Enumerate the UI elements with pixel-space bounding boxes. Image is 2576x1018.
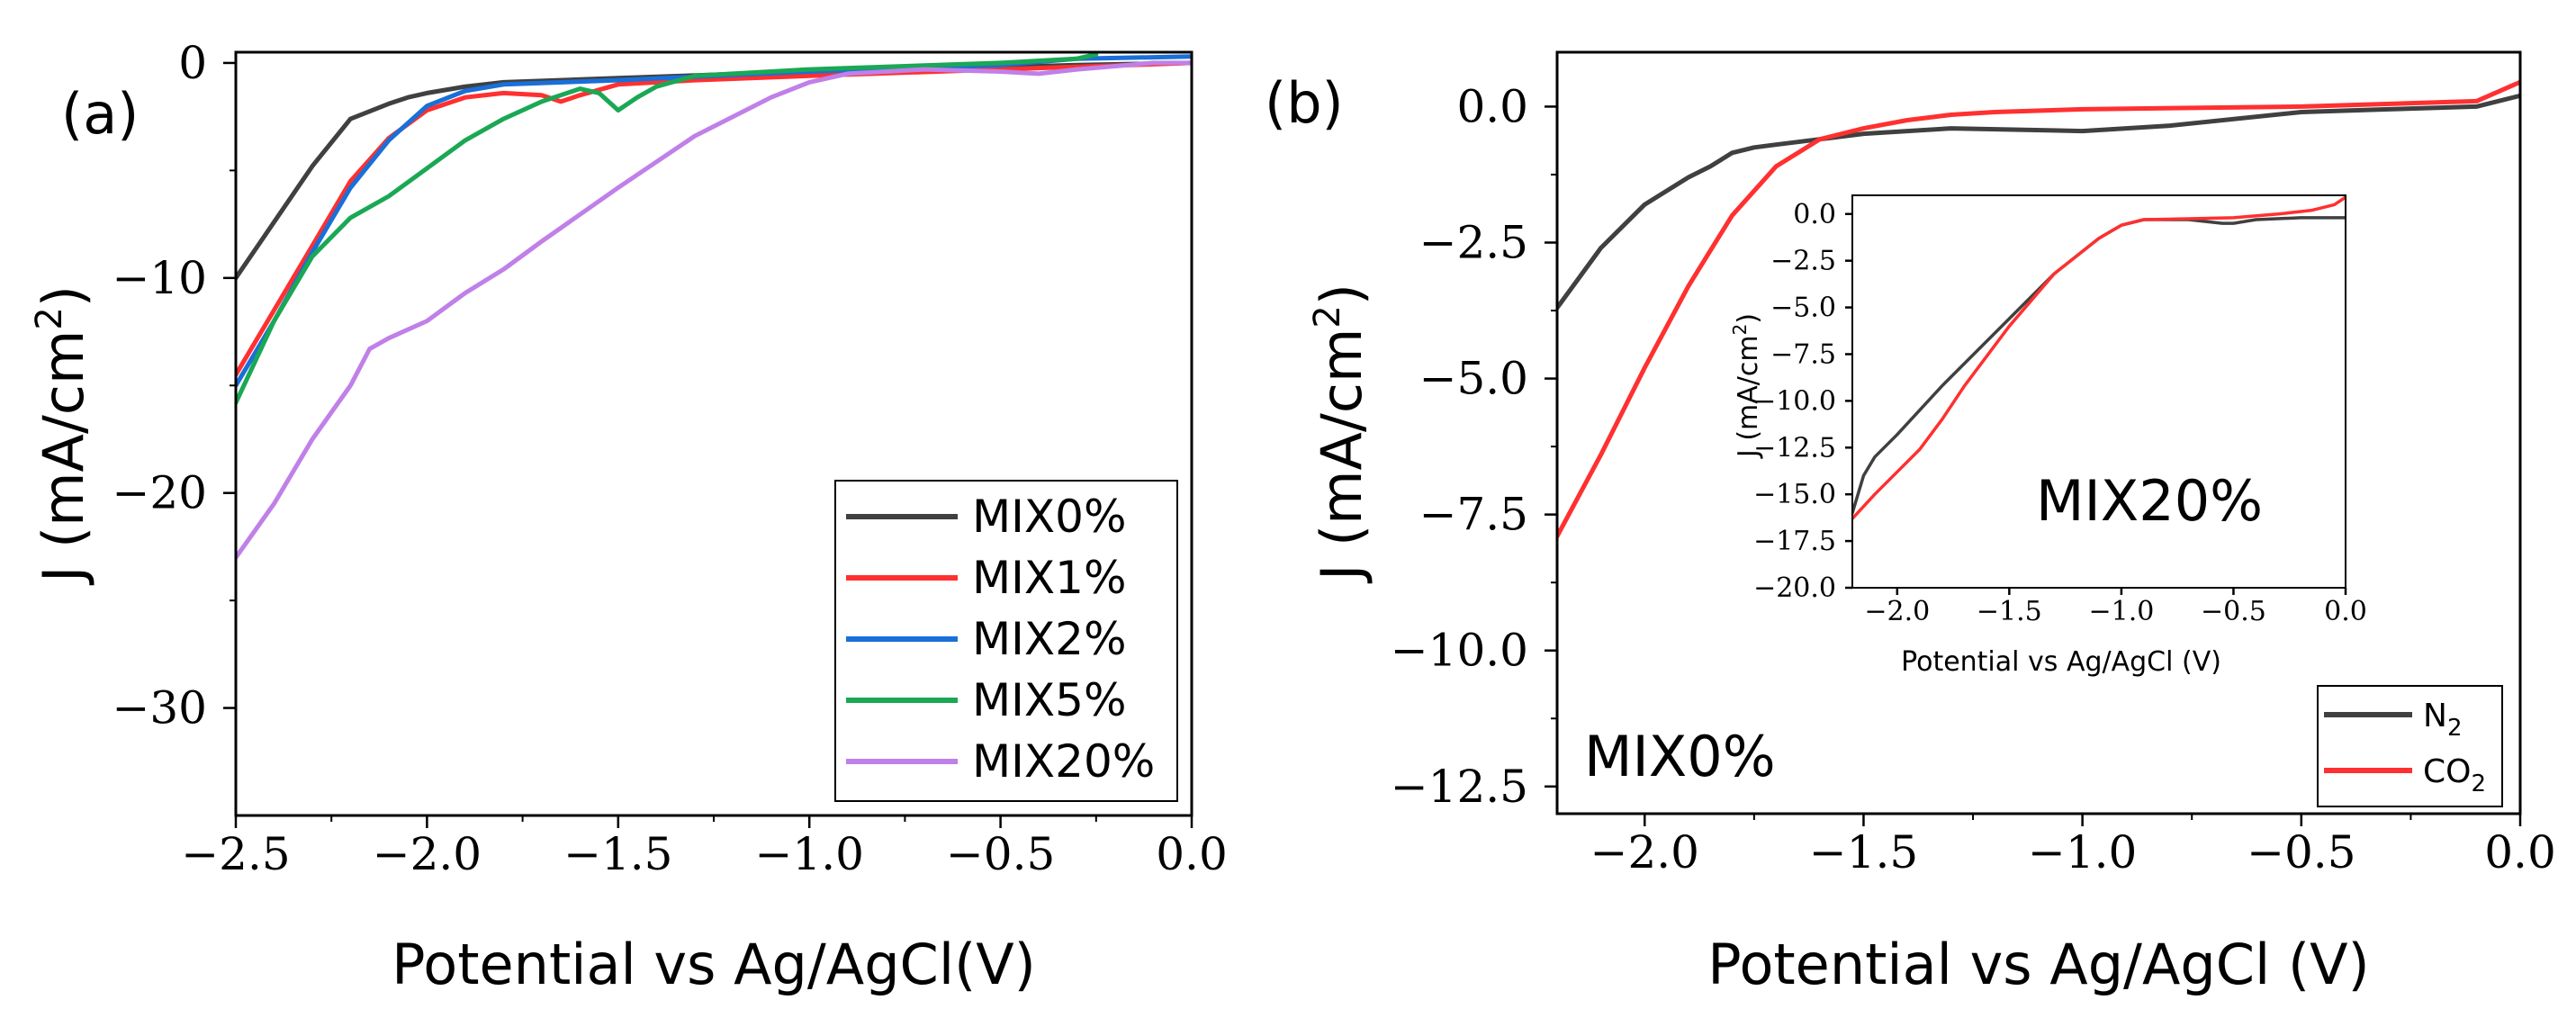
- b-y-tick-label: 0.0: [1456, 80, 1528, 132]
- b-x-tick-label: −1.0: [2028, 826, 2137, 878]
- panel-a-y-axis-label: J (mA/cm2): [29, 285, 96, 586]
- inset-frame: [1851, 194, 2346, 589]
- c-y-tick-label: 0.0: [1793, 199, 1836, 230]
- panel-a: (a) −2.5 −2.0 −1.5 −1.0 −0.5 0.0 0 −10 −20 −30 P…: [29, 37, 1228, 997]
- panel-a-legend-label: MIX20%: [972, 735, 1155, 788]
- panel-b-x-ticks: −2.0 −1.5 −1.0 −0.5 0.0: [1590, 814, 2556, 878]
- a-x-tick-label: 0.0: [1156, 828, 1228, 880]
- c-x-tick-label: −0.5: [2201, 596, 2266, 627]
- inset-background: [1852, 195, 2346, 588]
- panel-b-series: [1557, 79, 2520, 539]
- c-y-tick-label: −5.0: [1770, 293, 1836, 324]
- c-y-tick-label: −12.5: [1753, 432, 1836, 464]
- panel-a-y-ticks: 0 −10 −20 −30: [112, 37, 236, 734]
- b-series-line-1: [1557, 79, 2520, 539]
- a-series-line-3: [236, 52, 1099, 405]
- a-series-line-0: [236, 60, 1192, 281]
- inset-series: [1852, 195, 2346, 520]
- a-x-tick-label: −2.5: [181, 828, 290, 880]
- inset-x-axis-label: Potential vs Ag/AgCl (V): [1901, 646, 2221, 678]
- panel-b: (b) −2.0 −1.5 −1.0 −0.5 0.0 0.0−2.5−5.0−7.5−…: [1265, 50, 2556, 997]
- c-y-tick-label: −15.0: [1753, 479, 1836, 510]
- panel-b-legend-box: [2317, 685, 2503, 807]
- inset-x-ticks: −2.0 −1.5 −1.0 −0.5 0.0: [1864, 588, 2367, 627]
- c-x-tick-label: −1.5: [1977, 596, 2042, 627]
- a-y-tick-label: 0: [178, 37, 207, 89]
- c-y-tick-label: −17.5: [1753, 526, 1836, 557]
- panel-b-y-axis-label: J (mA/cm2): [1307, 284, 1374, 584]
- panel-b-frame: [1555, 50, 2522, 815]
- b-y-tick-label: −2.5: [1419, 217, 1528, 269]
- panel-b-inset: −2.0 −1.5 −1.0 −0.5 0.0 0.0 −2.5 −5.0 −7.5 −10.0…: [1729, 194, 2367, 678]
- panel-a-legend-label: MIX2%: [972, 613, 1126, 665]
- panel-b-x-axis-label: Potential vs Ag/AgCl (V): [1707, 932, 2369, 997]
- panel-b-annotation: MIX0%: [1584, 724, 1776, 789]
- panel-b-y-ticks: 0.0 −2.5 −5.0 −7.5 −10.0 −12.5: [1391, 80, 1557, 813]
- panel-a-legend-label: MIX1%: [972, 552, 1126, 604]
- panel-a-legend-label: MIX0%: [972, 491, 1126, 543]
- a-x-tick-label: −1.5: [563, 828, 672, 880]
- c-x-tick-label: −1.0: [2088, 596, 2154, 627]
- inset-annotation: MIX20%: [2036, 468, 2263, 534]
- c-x-tick-label: 0.0: [2324, 596, 2367, 627]
- a-x-tick-label: −1.0: [754, 828, 863, 880]
- c-x-tick-label: −2.0: [1864, 596, 1930, 627]
- panel-b-label: (b): [1265, 70, 1344, 136]
- panel-a-label: (a): [61, 81, 139, 147]
- a-series-line-4: [236, 60, 1192, 560]
- a-series-line-1: [236, 60, 1192, 377]
- c-y-tick-label: −10.0: [1753, 385, 1836, 417]
- b-y-tick-label: −7.5: [1419, 489, 1528, 541]
- c-y-tick-label: −20.0: [1753, 572, 1836, 604]
- panel-a-x-axis-label: Potential vs Ag/AgCl(V): [392, 932, 1036, 997]
- a-y-tick-label: −10: [112, 252, 207, 304]
- b-x-tick-label: −0.5: [2247, 826, 2355, 878]
- panel-b-legend-label: N2: [2423, 698, 2462, 742]
- b-y-tick-label: −12.5: [1391, 761, 1528, 813]
- panel-a-legend: MIX0% MIX1% MIX2% MIX5% MIX20%: [834, 480, 1178, 802]
- panel-b-legend-label: CO2: [2423, 753, 2486, 797]
- c-series-line-1: [1852, 195, 2346, 520]
- panel-a-series: [236, 52, 1192, 560]
- inset-y-axis-label: J (mA/cm2): [1729, 313, 1764, 459]
- b-x-tick-label: 0.0: [2484, 826, 2556, 878]
- a-x-tick-label: −0.5: [946, 828, 1055, 880]
- panel-a-legend-label: MIX5%: [972, 674, 1126, 726]
- inset-y-ticks: 0.0 −2.5 −5.0 −7.5 −10.0 −12.5 −15.0 −17.5 −20.0: [1753, 199, 1852, 604]
- b-y-tick-label: −5.0: [1419, 353, 1528, 405]
- b-x-tick-label: −2.0: [1590, 826, 1699, 878]
- panel-a-x-ticks: −2.5 −2.0 −1.5 −1.0 −0.5 0.0: [181, 815, 1228, 880]
- a-y-tick-label: −30: [112, 682, 207, 734]
- a-x-tick-label: −2.0: [373, 828, 482, 880]
- a-y-tick-label: −20: [112, 467, 207, 519]
- c-y-tick-label: −2.5: [1770, 246, 1836, 277]
- b-y-tick-label: −10.0: [1391, 625, 1528, 677]
- b-x-tick-label: −1.5: [1809, 826, 1918, 878]
- c-y-tick-label: −7.5: [1770, 338, 1836, 370]
